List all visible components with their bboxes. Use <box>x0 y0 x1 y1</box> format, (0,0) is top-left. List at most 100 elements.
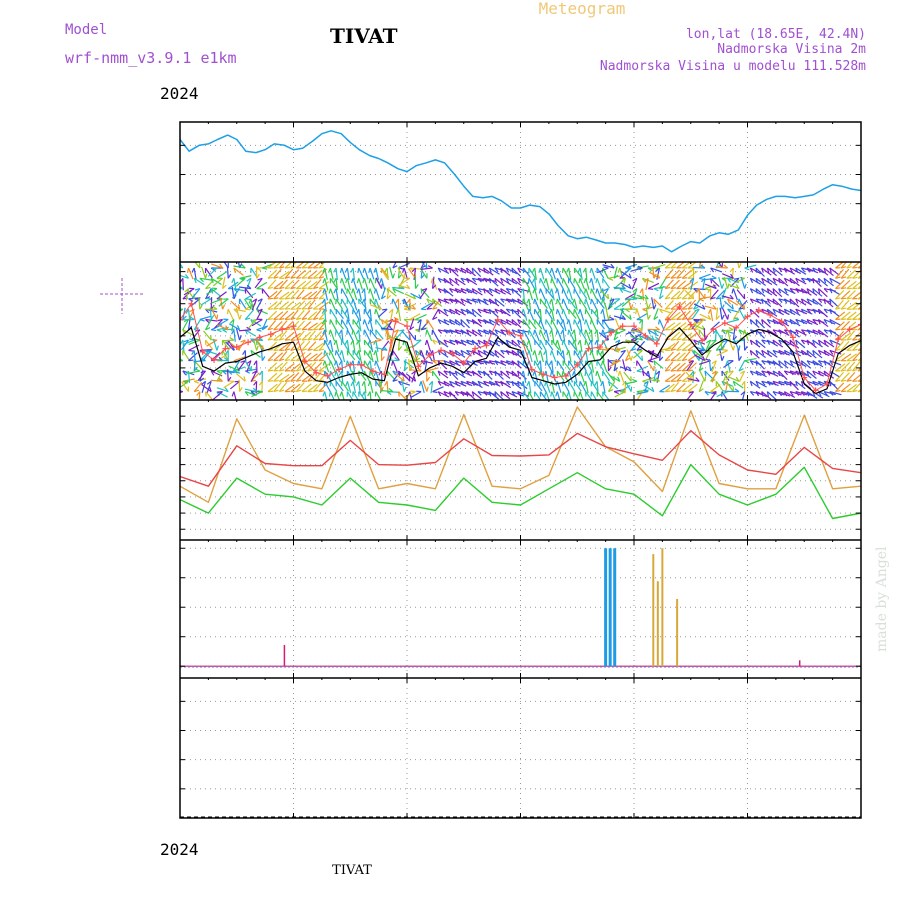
wind-barb-head <box>817 350 822 356</box>
wind-barb-head <box>420 274 425 279</box>
wind-barb-head <box>227 273 232 279</box>
wind-barb <box>312 362 323 372</box>
wind-barb <box>568 319 573 332</box>
wind-barb-head <box>296 369 302 372</box>
wind-barb <box>405 373 416 382</box>
wind-barb <box>562 360 571 371</box>
wind-barb-head <box>823 391 828 396</box>
wind-barb <box>697 288 706 300</box>
wind-barb-head <box>413 376 417 382</box>
wind-barb <box>420 320 430 331</box>
wind-barb-head <box>334 370 337 377</box>
wind-barb-head <box>449 329 453 335</box>
wind-barb <box>199 277 212 281</box>
wind-barb <box>710 289 719 300</box>
wind-barb <box>205 391 214 400</box>
wind-barb <box>750 370 762 376</box>
wind-barb-head <box>194 389 200 393</box>
wind-barb <box>201 381 207 393</box>
wind-barb-head <box>471 288 475 294</box>
wind-barb-head <box>333 288 337 294</box>
wind-barb-head <box>236 366 241 372</box>
wind-barb-head <box>555 329 558 335</box>
wind-barb-head <box>772 380 777 386</box>
wind-barb <box>551 360 554 373</box>
wind-barb <box>534 308 542 320</box>
wind-barb-head <box>210 304 215 310</box>
wind-barb-head <box>500 381 504 387</box>
wind-barb-head <box>517 309 520 315</box>
wind-barb <box>233 278 237 291</box>
wind-barb-head <box>723 370 728 375</box>
wind-barb <box>664 373 676 382</box>
wind-barb <box>579 360 587 372</box>
wind-barb <box>477 329 490 335</box>
wind-barb <box>363 350 373 361</box>
wind-barb <box>335 391 341 400</box>
wind-barb-head <box>670 389 676 393</box>
wind-barb <box>295 382 305 392</box>
wind-barb <box>627 331 638 341</box>
wind-barb <box>295 310 305 320</box>
wind-barb-head <box>239 335 242 341</box>
wind-barb <box>829 308 840 317</box>
wind-barb <box>617 350 626 361</box>
wind-barb <box>394 372 405 382</box>
wind-barb-head <box>323 340 326 346</box>
wind-barb <box>528 288 534 301</box>
wind-barb <box>801 318 813 325</box>
wind-barb <box>363 278 369 290</box>
wind-barb-head <box>511 370 514 377</box>
wind-barb <box>454 267 467 274</box>
wind-barb-head <box>430 278 434 284</box>
wind-barb <box>256 339 263 351</box>
wind-barb <box>437 360 448 370</box>
wind-barb-head <box>817 288 821 294</box>
wind-barb <box>539 278 547 290</box>
wind-barb <box>579 391 584 400</box>
wind-barb <box>568 339 577 351</box>
wind-barb-head <box>846 266 852 269</box>
wind-barb <box>806 318 819 326</box>
wind-barb <box>284 300 295 310</box>
wind-barb-head <box>350 267 354 273</box>
wind-barb <box>284 331 295 341</box>
wind-barb-head <box>239 387 243 392</box>
wind-barb <box>727 318 740 324</box>
wind-barb <box>607 298 615 310</box>
wind-barb <box>256 308 263 321</box>
wind-barb-head <box>229 319 235 324</box>
wind-barb-head <box>322 360 326 366</box>
wind-barb <box>693 324 706 331</box>
wind-barb-head <box>279 369 285 372</box>
wind-barb-head <box>823 278 827 284</box>
wind-barb-head <box>301 317 308 321</box>
wind-barb-head <box>729 267 734 273</box>
wind-barb <box>812 360 824 368</box>
wind-barb-head <box>505 370 510 376</box>
wind-barb-head <box>561 370 564 377</box>
wind-barb-head <box>386 391 392 396</box>
wind-barb-head <box>425 350 428 356</box>
wind-barb <box>721 287 727 300</box>
wind-barb <box>522 381 526 394</box>
wind-barb-head <box>466 319 470 324</box>
wind-barb-head <box>549 381 553 387</box>
wind-barb-head <box>636 348 642 351</box>
wind-barb-head <box>466 309 469 315</box>
wind-barb-head <box>707 314 712 320</box>
wind-barb-head <box>477 319 482 324</box>
wind-barb <box>649 350 655 363</box>
wind-barb-head <box>188 359 194 362</box>
wind-barb <box>551 267 556 280</box>
wind-barb <box>579 370 585 383</box>
wind-barb <box>363 329 371 341</box>
wind-barb <box>312 301 324 310</box>
wind-barb <box>551 319 558 331</box>
wind-barb <box>795 308 808 315</box>
wind-barb-head <box>521 309 524 315</box>
wind-barb-head <box>817 329 821 335</box>
wind-barb <box>522 288 525 301</box>
wind-barb-head <box>549 329 553 335</box>
wind-barb-head <box>471 391 475 397</box>
